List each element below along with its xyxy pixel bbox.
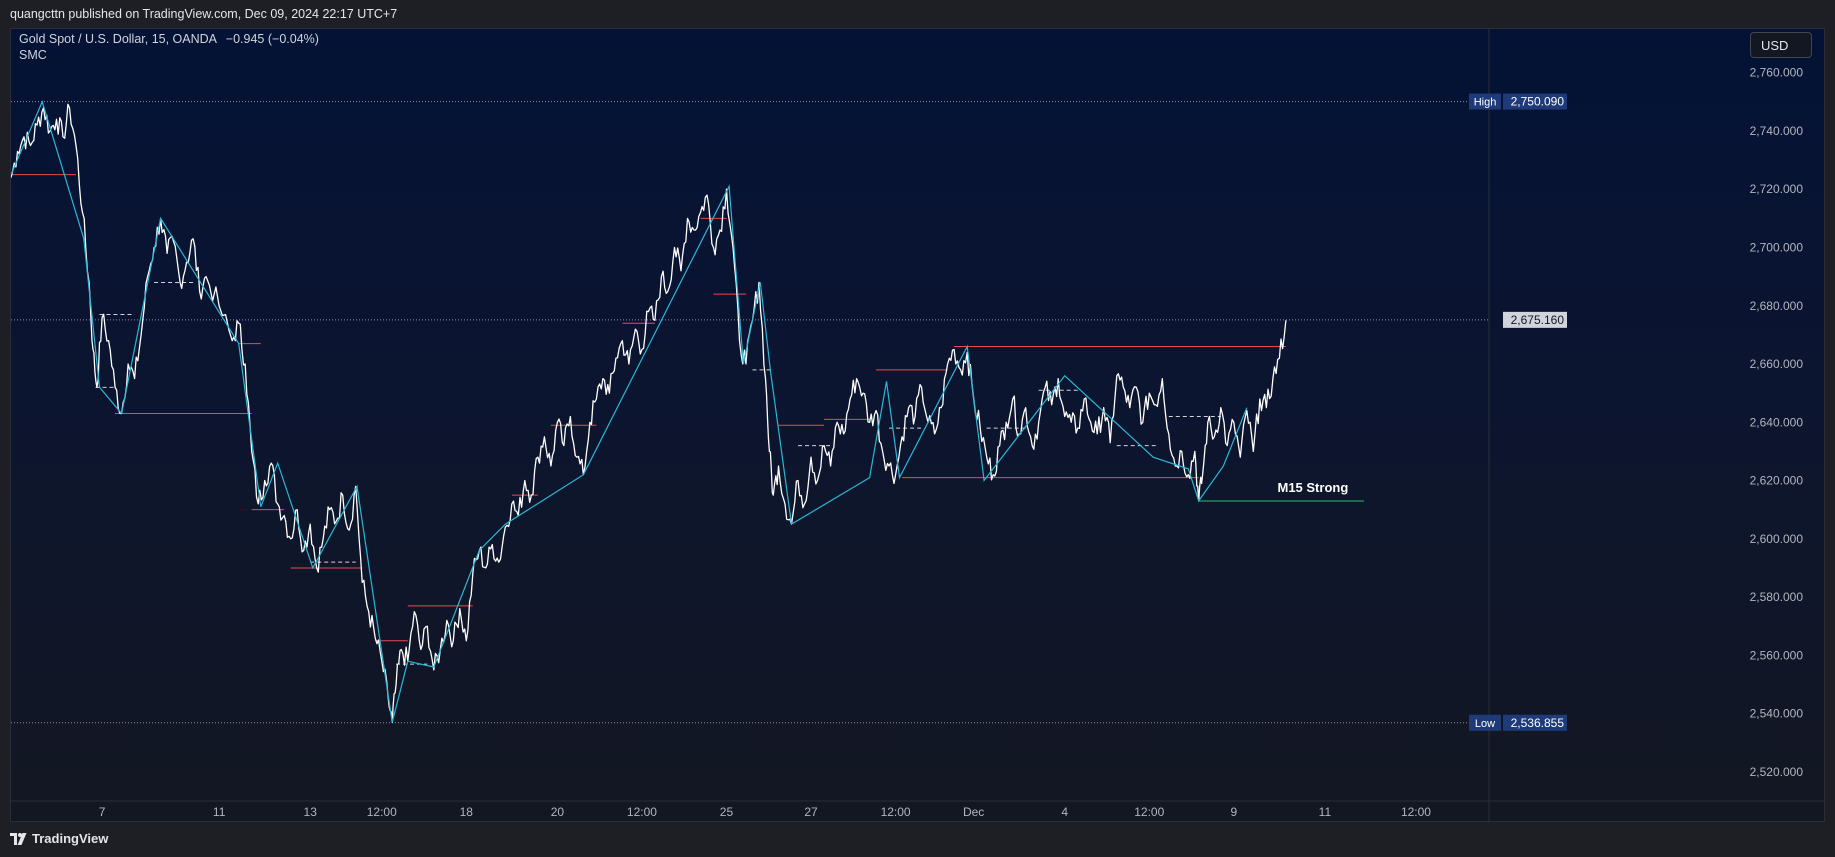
x-tick-label: 13	[304, 805, 318, 819]
y-tick-label: 2,540.000	[1750, 707, 1804, 721]
last-price-value: 2,675.160	[1511, 313, 1565, 327]
y-tick-label: 2,680.000	[1750, 299, 1804, 313]
low-value-bg	[1503, 714, 1567, 731]
y-tick-label: 2,760.000	[1750, 66, 1804, 80]
x-tick-label: 11	[213, 805, 226, 819]
y-tick-label: 2,640.000	[1750, 415, 1804, 429]
y-tick-label: 2,520.000	[1750, 765, 1804, 779]
high-value: 2,750.090	[1511, 95, 1565, 109]
footer: TradingView	[0, 822, 1835, 857]
x-tick-label: 12:00	[367, 805, 397, 819]
last-price-value-bg	[1503, 311, 1567, 328]
low-value: 2,536.855	[1511, 716, 1565, 730]
y-tick-label: 2,600.000	[1750, 532, 1804, 546]
x-tick-label: 20	[551, 805, 565, 819]
y-tick-label: 2,620.000	[1750, 474, 1804, 488]
x-tick-label: 12:00	[881, 805, 911, 819]
x-tick-label: 12:00	[1134, 805, 1164, 819]
currency-button[interactable]: USD	[1750, 32, 1812, 58]
x-tick-label: 12:00	[1401, 805, 1431, 819]
x-tick-label: 25	[720, 805, 734, 819]
publisher-bar: quangcttn published on TradingView.com, …	[0, 0, 1835, 28]
price-series-line	[11, 103, 1287, 723]
x-tick-label: 7	[99, 805, 106, 819]
x-tick-label: 4	[1061, 805, 1068, 819]
y-tick-label: 2,560.000	[1750, 648, 1804, 662]
swing-zigzag-line	[11, 100, 1248, 723]
x-tick-label: 27	[804, 805, 818, 819]
high-tag: High	[1474, 97, 1497, 109]
low-tag: Low	[1475, 718, 1495, 730]
chart-pane[interactable]: Gold Spot / U.S. Dollar, 15, OANDA −0.94…	[10, 28, 1825, 822]
x-tick-label: 18	[460, 805, 474, 819]
x-tick-label: 12:00	[627, 805, 657, 819]
tradingview-logo-icon	[10, 832, 27, 845]
y-tick-label: 2,660.000	[1750, 357, 1804, 371]
price-change: −0.945 (−0.04%)	[225, 32, 319, 46]
x-tick-label: 9	[1230, 805, 1237, 819]
m15-strong-label: M15 Strong	[1277, 480, 1348, 495]
y-tick-label: 2,720.000	[1750, 182, 1804, 196]
symbol-legend[interactable]: Gold Spot / U.S. Dollar, 15, OANDA −0.94…	[19, 32, 319, 46]
price-chart: 2,760.000 2,740.000 2,720.000 2,700.000 2,68…	[11, 29, 1824, 821]
high-tag-bg	[1469, 93, 1501, 110]
indicator-legend[interactable]: SMC	[19, 48, 47, 62]
symbol-title: Gold Spot / U.S. Dollar, 15, OANDA	[19, 32, 217, 46]
y-tick-label: 2,580.000	[1750, 590, 1804, 604]
y-tick-label: 2,700.000	[1750, 240, 1804, 254]
tradingview-logo[interactable]: TradingView	[10, 831, 108, 846]
tradingview-brand: TradingView	[32, 831, 109, 846]
x-tick-label: Dec	[963, 805, 984, 819]
x-tick-label: 11	[1319, 805, 1332, 819]
low-tag-bg	[1469, 714, 1501, 731]
high-value-bg	[1503, 93, 1567, 110]
publisher-text: quangcttn published on TradingView.com, …	[10, 7, 398, 21]
y-tick-label: 2,740.000	[1750, 124, 1804, 138]
